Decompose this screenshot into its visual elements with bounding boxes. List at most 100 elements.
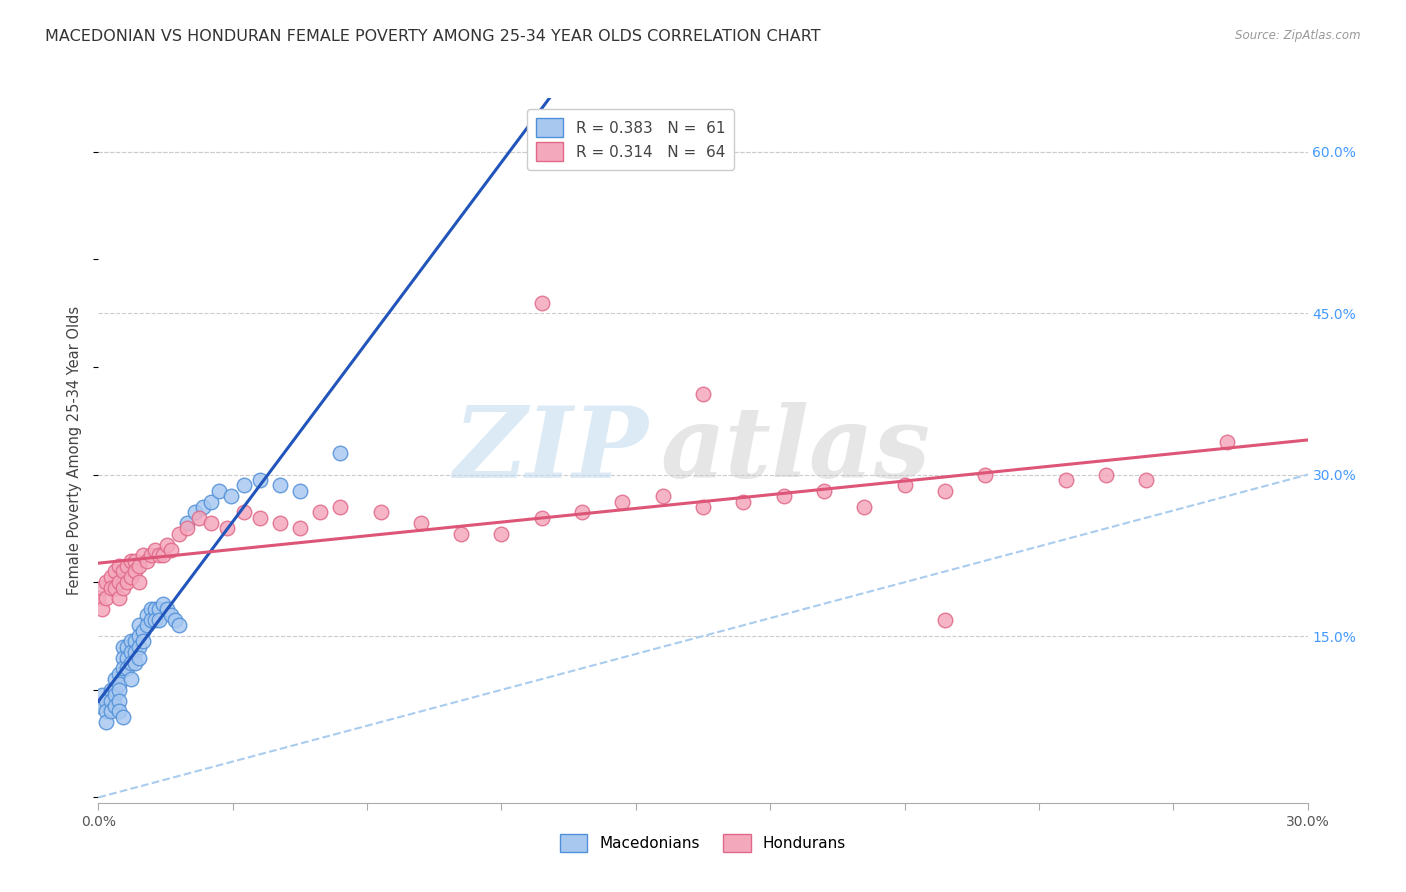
Point xyxy=(143,602,166,616)
Text: ZIP: ZIP xyxy=(454,402,648,499)
Point xyxy=(269,478,291,492)
Point xyxy=(184,505,207,519)
Point xyxy=(974,467,997,482)
Point xyxy=(124,634,146,648)
Point xyxy=(530,510,553,524)
Point xyxy=(143,613,166,627)
Point xyxy=(269,516,291,530)
Point xyxy=(103,688,125,702)
Point xyxy=(124,554,146,568)
Point xyxy=(288,483,311,498)
Point xyxy=(530,295,553,310)
Point xyxy=(96,591,118,606)
Point xyxy=(853,500,876,514)
Point xyxy=(91,602,114,616)
Point xyxy=(103,672,125,686)
Point xyxy=(100,682,122,697)
Point xyxy=(934,483,956,498)
Point xyxy=(100,581,122,595)
Point xyxy=(91,688,114,702)
Point xyxy=(651,489,673,503)
Point xyxy=(193,500,215,514)
Point xyxy=(232,478,254,492)
Point xyxy=(111,640,134,654)
Point xyxy=(115,661,138,675)
Point xyxy=(176,516,198,530)
Point xyxy=(100,570,122,584)
Point xyxy=(128,618,150,632)
Point xyxy=(139,602,162,616)
Point xyxy=(152,549,174,563)
Point xyxy=(571,505,593,519)
Point xyxy=(135,554,157,568)
Point xyxy=(733,494,755,508)
Point xyxy=(107,677,129,691)
Point xyxy=(491,526,513,541)
Point xyxy=(111,650,134,665)
Point xyxy=(370,505,392,519)
Point xyxy=(111,710,134,724)
Point xyxy=(200,516,222,530)
Point xyxy=(107,682,129,697)
Point xyxy=(115,640,138,654)
Point xyxy=(813,483,835,498)
Point xyxy=(132,624,155,638)
Point xyxy=(128,575,150,590)
Point xyxy=(1135,473,1157,487)
Point xyxy=(100,704,122,718)
Point xyxy=(111,565,134,579)
Point xyxy=(167,526,190,541)
Point xyxy=(132,634,155,648)
Point xyxy=(450,526,472,541)
Legend: Macedonians, Hondurans: Macedonians, Hondurans xyxy=(554,828,852,859)
Point xyxy=(107,591,129,606)
Point xyxy=(87,698,110,713)
Text: atlas: atlas xyxy=(661,402,931,499)
Point xyxy=(249,510,271,524)
Point xyxy=(288,521,311,535)
Point xyxy=(156,538,179,552)
Point xyxy=(115,575,138,590)
Point xyxy=(128,640,150,654)
Point xyxy=(107,693,129,707)
Point xyxy=(135,607,157,622)
Point xyxy=(692,500,714,514)
Point xyxy=(309,505,332,519)
Point xyxy=(132,549,155,563)
Point xyxy=(120,672,142,686)
Point xyxy=(115,559,138,574)
Point xyxy=(893,478,915,492)
Point xyxy=(103,581,125,595)
Point xyxy=(107,666,129,681)
Point xyxy=(124,565,146,579)
Point xyxy=(143,543,166,558)
Point xyxy=(124,656,146,670)
Point xyxy=(139,549,162,563)
Point xyxy=(103,565,125,579)
Point xyxy=(188,510,211,524)
Point xyxy=(409,516,432,530)
Point xyxy=(1054,473,1077,487)
Point xyxy=(120,656,142,670)
Point xyxy=(160,543,183,558)
Point xyxy=(120,645,142,659)
Point xyxy=(148,613,170,627)
Point xyxy=(612,494,634,508)
Point xyxy=(156,602,179,616)
Point xyxy=(176,521,198,535)
Point xyxy=(107,704,129,718)
Text: Source: ZipAtlas.com: Source: ZipAtlas.com xyxy=(1236,29,1361,42)
Point xyxy=(128,559,150,574)
Point xyxy=(139,613,162,627)
Point xyxy=(128,650,150,665)
Point xyxy=(249,473,271,487)
Point xyxy=(148,602,170,616)
Point xyxy=(167,618,190,632)
Point xyxy=(148,549,170,563)
Point xyxy=(208,483,231,498)
Point xyxy=(329,500,352,514)
Point xyxy=(107,575,129,590)
Point xyxy=(160,607,183,622)
Point xyxy=(120,634,142,648)
Point xyxy=(96,715,118,730)
